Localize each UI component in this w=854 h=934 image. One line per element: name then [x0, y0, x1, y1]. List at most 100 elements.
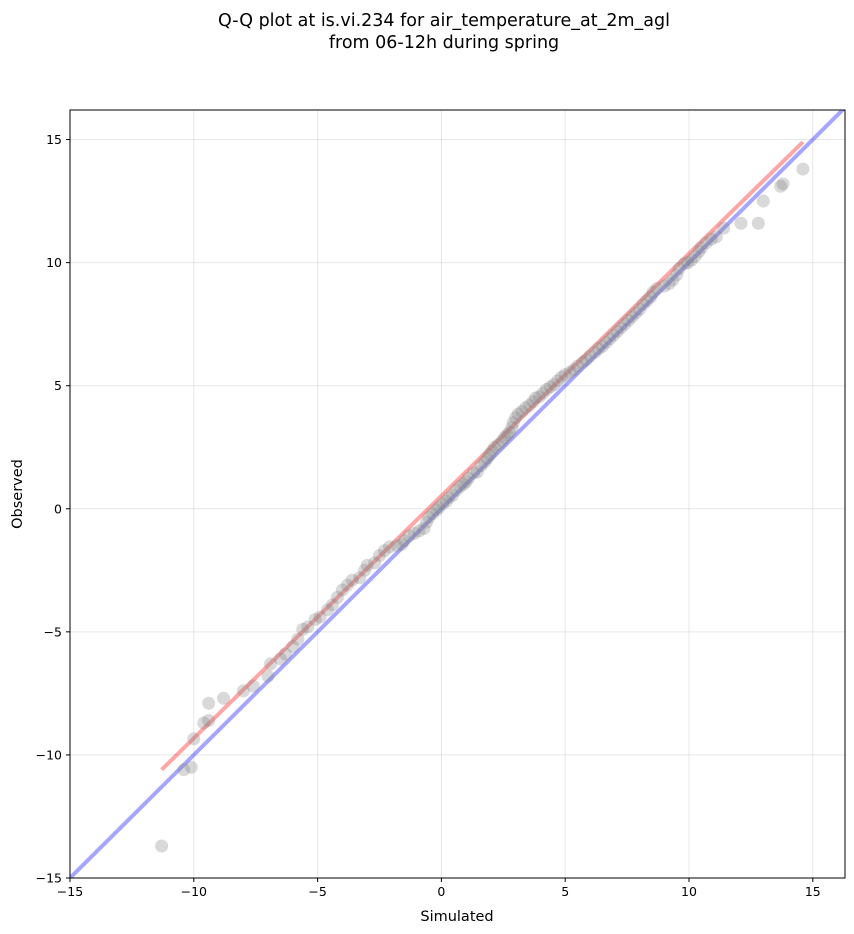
- data-point: [579, 353, 593, 367]
- data-point: [325, 598, 339, 612]
- data-point: [588, 345, 602, 359]
- data-point: [505, 421, 519, 435]
- data-point: [688, 249, 702, 263]
- data-point: [629, 306, 643, 320]
- x-axis-label: Simulated: [420, 909, 493, 925]
- data-point: [436, 497, 450, 511]
- data-point: [774, 179, 788, 193]
- data-point: [509, 411, 523, 425]
- data-point: [618, 317, 632, 331]
- data-point: [515, 405, 529, 419]
- data-point: [301, 620, 315, 634]
- data-point: [625, 310, 639, 324]
- data-point: [202, 696, 216, 710]
- data-point: [502, 425, 516, 439]
- data-point: [528, 391, 542, 405]
- data-point: [382, 540, 396, 554]
- data-point: [286, 640, 300, 654]
- data-point: [453, 480, 467, 494]
- data-point: [177, 763, 191, 777]
- data-point: [640, 294, 654, 308]
- data-point: [506, 416, 520, 430]
- data-point: [526, 395, 540, 409]
- data-point: [446, 488, 460, 502]
- data-point: [480, 451, 494, 465]
- chart-title-line-1: Q-Q plot at is.vi.234 for air_temperatur…: [218, 11, 670, 31]
- data-point: [704, 232, 718, 246]
- data-point: [264, 657, 278, 671]
- data-point: [511, 407, 525, 421]
- data-point: [273, 652, 287, 666]
- data-point: [595, 339, 609, 353]
- data-point: [567, 363, 581, 377]
- data-point: [278, 647, 292, 661]
- data-point: [335, 583, 349, 597]
- data-point: [636, 297, 650, 311]
- data-point: [632, 302, 646, 316]
- data-point: [488, 440, 502, 454]
- data-point: [217, 691, 231, 705]
- data-point: [202, 713, 216, 727]
- data-point: [614, 321, 628, 335]
- data-point: [330, 590, 344, 604]
- data-point: [543, 380, 557, 394]
- data-point: [449, 483, 463, 497]
- data-point: [571, 359, 585, 373]
- data-point: [483, 448, 497, 462]
- y-tick-label: −10: [36, 747, 62, 762]
- data-point: [308, 613, 322, 627]
- x-tick-label: −5: [308, 884, 326, 899]
- y-tick-label: −5: [44, 624, 62, 639]
- data-point: [261, 669, 275, 683]
- data-point: [407, 526, 421, 540]
- data-point: [558, 368, 572, 382]
- data-point: [368, 556, 382, 570]
- data-point: [377, 544, 391, 558]
- y-tick-label: −15: [36, 871, 62, 886]
- data-point: [495, 434, 509, 448]
- data-point: [734, 216, 748, 230]
- data-point: [417, 521, 431, 535]
- data-point: [709, 230, 723, 244]
- data-point: [657, 279, 671, 293]
- data-point: [397, 534, 411, 548]
- data-point: [694, 241, 708, 255]
- y-tick-label: 10: [46, 255, 62, 270]
- data-point: [592, 342, 606, 356]
- data-point: [426, 507, 440, 521]
- data-point: [796, 162, 810, 176]
- data-point: [670, 268, 684, 282]
- data-point: [751, 216, 765, 230]
- data-point: [563, 365, 577, 379]
- data-point: [666, 273, 680, 287]
- data-point: [390, 539, 404, 553]
- data-point: [551, 374, 565, 388]
- data-point: [672, 262, 686, 276]
- data-point: [345, 573, 359, 587]
- data-point: [395, 537, 409, 551]
- x-tick-label: 10: [681, 884, 697, 899]
- data-points: [155, 162, 810, 853]
- x-tick-label: −15: [57, 884, 83, 899]
- data-point: [776, 177, 790, 191]
- data-point: [462, 471, 476, 485]
- data-point: [313, 610, 327, 624]
- data-point: [457, 477, 471, 491]
- identity-line-blue: [70, 110, 845, 878]
- data-point: [547, 377, 561, 391]
- data-point: [532, 390, 546, 404]
- plot-frame: [69, 109, 846, 879]
- x-tick-label: −10: [181, 884, 207, 899]
- data-point: [321, 603, 335, 617]
- data-point: [478, 455, 492, 469]
- data-point: [603, 332, 617, 346]
- reference-lines: [70, 110, 845, 878]
- data-point: [498, 430, 512, 444]
- data-point: [646, 285, 660, 299]
- data-point: [358, 563, 372, 577]
- data-point: [677, 257, 691, 271]
- grid: [69, 110, 845, 879]
- data-point: [197, 716, 211, 730]
- y-tick-label: 0: [54, 501, 62, 516]
- data-point: [291, 632, 305, 646]
